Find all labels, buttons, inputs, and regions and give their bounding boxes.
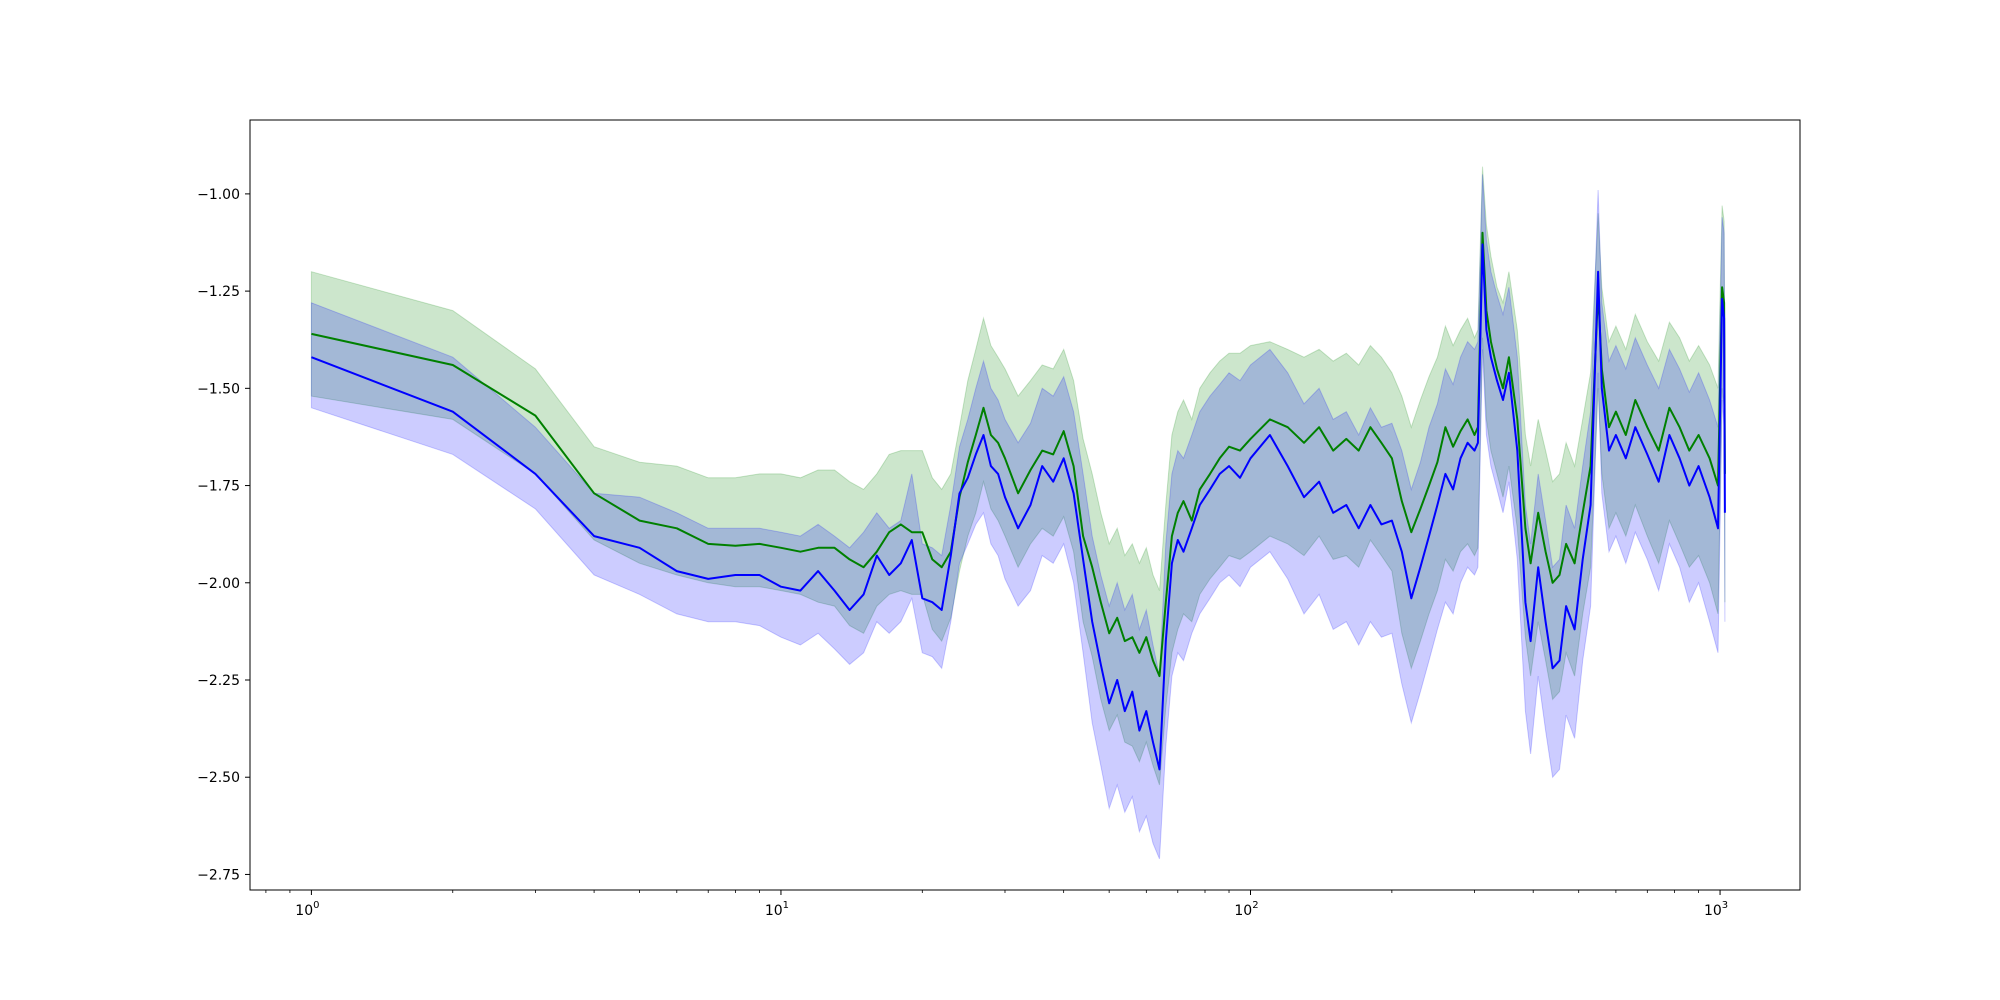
plot-frame [249,119,1801,891]
series-1-band [310,166,1726,786]
x-axis: 100 101 102 103 [265,890,1728,919]
series-2-band [310,174,1726,860]
series-1-line [311,231,1726,678]
x-tick-label: 103 [1704,900,1728,919]
x-tick-label: 101 [765,900,789,919]
y-tick-label: −1.50 [197,381,240,397]
y-axis: −1.00 −1.25 −1.50 −1.75 −2.00 −2.25 −2.50 −2.75 [197,187,250,883]
y-tick-label: −2.75 [197,867,240,883]
y-tick-label: −2.25 [197,673,240,689]
series-2-line [311,243,1726,771]
y-tick-label: −2.00 [197,576,240,592]
y-tick-label: −2.50 [197,770,240,786]
series-lines [311,231,1726,771]
y-tick-label: −1.00 [197,187,240,203]
y-tick-label: −1.25 [197,284,240,300]
confidence-bands [310,166,1726,860]
x-tick-label: 100 [295,900,319,919]
y-tick-label: −1.75 [197,479,240,495]
x-tick-label: 102 [1234,900,1258,919]
